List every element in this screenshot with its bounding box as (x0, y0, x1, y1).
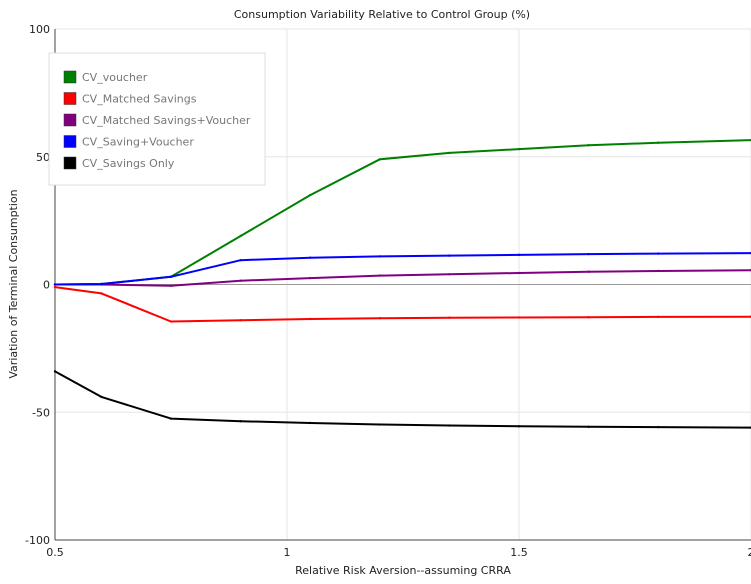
data-point (587, 271, 589, 273)
data-point (239, 420, 241, 422)
data-point (309, 318, 311, 320)
y-tick-label: 50 (36, 151, 50, 164)
data-point (448, 254, 450, 256)
legend-swatch[interactable] (64, 157, 76, 169)
data-point (100, 292, 102, 294)
data-point (379, 423, 381, 425)
data-point (170, 320, 172, 322)
chart-title: Consumption Variability Relative to Cont… (234, 8, 530, 21)
series-line-cv-savings-only (55, 371, 751, 427)
data-point (657, 270, 659, 272)
series-line-cv-matched-savings (55, 287, 751, 321)
data-point (239, 279, 241, 281)
data-point (170, 417, 172, 419)
data-point (379, 158, 381, 160)
data-point (518, 254, 520, 256)
data-point (379, 317, 381, 319)
data-point (587, 426, 589, 428)
x-tick-label: 0.5 (46, 546, 64, 559)
legend-swatch[interactable] (64, 71, 76, 83)
data-point (587, 316, 589, 318)
data-point (100, 283, 102, 285)
data-point (448, 424, 450, 426)
data-point (100, 396, 102, 398)
data-point (587, 144, 589, 146)
data-point (170, 276, 172, 278)
x-tick-label: 1.5 (510, 546, 528, 559)
data-point (170, 285, 172, 287)
y-tick-label: -100 (25, 534, 50, 547)
data-point (379, 255, 381, 257)
data-point (54, 286, 56, 288)
y-tick-label: -50 (32, 406, 50, 419)
legend-swatch[interactable] (64, 136, 76, 148)
y-tick-label: 100 (29, 23, 50, 36)
legend[interactable]: CV_voucher CV_Matched Savings CV_Matched S… (49, 53, 265, 185)
data-point (379, 274, 381, 276)
data-point (448, 152, 450, 154)
data-point (309, 277, 311, 279)
data-point (518, 316, 520, 318)
x-axis-title: Relative Risk Aversion--assuming CRRA (295, 564, 511, 577)
data-point (54, 283, 56, 285)
data-point (309, 194, 311, 196)
data-point (309, 256, 311, 258)
data-point (657, 252, 659, 254)
data-point (239, 259, 241, 261)
data-point (657, 426, 659, 428)
data-point (587, 253, 589, 255)
data-point (518, 425, 520, 427)
series-line-cv-saving-voucher (55, 253, 751, 284)
legend-label[interactable]: CV_voucher (82, 71, 148, 84)
data-point (448, 317, 450, 319)
y-axis-title: Variation of Terminal Consumption (7, 189, 20, 378)
x-tick-label: 1 (284, 546, 291, 559)
y-tick-label: 0 (43, 279, 50, 292)
legend-swatch[interactable] (64, 114, 76, 126)
legend-label[interactable]: CV_Saving+Voucher (82, 136, 194, 149)
data-point (239, 319, 241, 321)
data-point (657, 141, 659, 143)
legend-label[interactable]: CV_Matched Savings+Voucher (82, 114, 251, 127)
data-point (518, 272, 520, 274)
data-point (309, 422, 311, 424)
data-point (239, 235, 241, 237)
data-point (448, 273, 450, 275)
data-point (54, 370, 56, 372)
x-tick-label: 2 (748, 546, 751, 559)
legend-label[interactable]: CV_Savings Only (82, 157, 175, 170)
data-point (657, 316, 659, 318)
legend-label[interactable]: CV_Matched Savings (82, 93, 197, 106)
data-point (518, 148, 520, 150)
legend-swatch[interactable] (64, 93, 76, 105)
